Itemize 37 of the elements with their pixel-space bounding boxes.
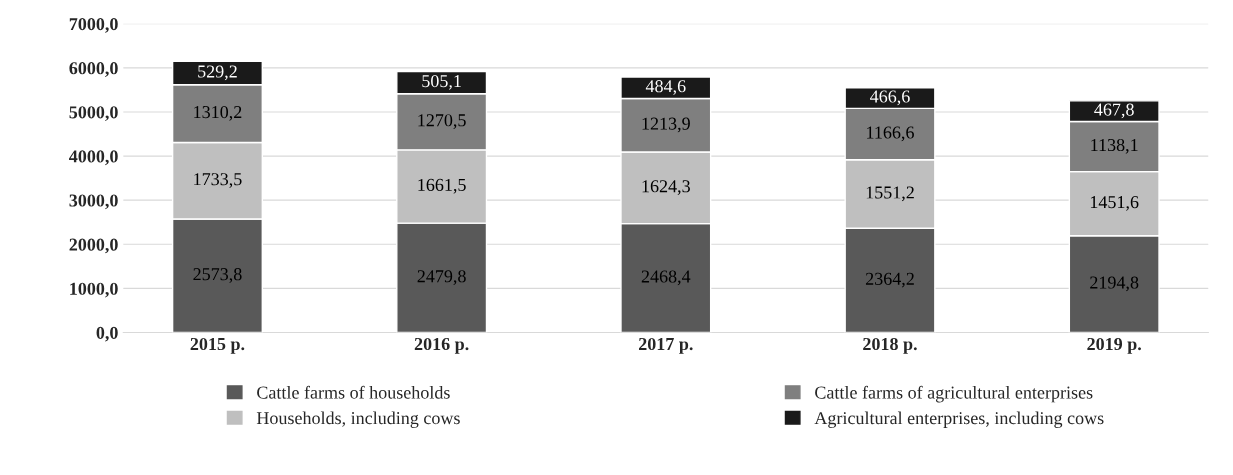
x-tick-label: 2017 p. (638, 337, 693, 354)
data-label: 2364,2 (865, 272, 914, 288)
data-label: 1733,5 (194, 173, 242, 188)
y-tick-label: 3000,0 (69, 194, 118, 210)
y-tick-label: 1000,0 (70, 282, 118, 298)
data-label: 2479,8 (417, 270, 466, 285)
legend-label: Cattle farms of agricultural enterprises (815, 385, 1093, 403)
y-tick-label: 5000,0 (69, 106, 118, 122)
data-label: 466,6 (870, 90, 910, 106)
data-label: 2468,4 (641, 270, 691, 286)
data-label: 484,6 (645, 80, 686, 95)
data-label: 467,8 (1094, 103, 1134, 119)
data-label: 1138,1 (1091, 138, 1138, 154)
data-label: 1310,2 (194, 105, 242, 121)
data-label: 1624,3 (642, 180, 690, 195)
y-tick-label: 2000,0 (69, 238, 118, 254)
y-tick-label: 4000,0 (69, 150, 118, 166)
data-label: 505,1 (422, 75, 461, 90)
legend-label: Households, including cows (256, 411, 460, 428)
x-tick-label: 2018 p. (863, 337, 917, 354)
data-label: 1661,5 (418, 178, 466, 194)
data-label: 1270,5 (418, 114, 466, 129)
x-tick-label: 2016 p. (414, 337, 469, 354)
data-label: 529,2 (198, 65, 237, 81)
data-label: 1166,6 (867, 126, 914, 142)
data-label: 1213,9 (642, 117, 690, 133)
y-tick-label: 0,0 (96, 326, 118, 342)
y-tick-label: 6000,0 (69, 62, 118, 77)
legend-label: Agricultural enterprises, including cows (814, 411, 1104, 428)
legend-label: Cattle farms of households (257, 385, 450, 399)
x-tick-label: 2015 p. (190, 337, 245, 354)
data-label: 2573,8 (193, 268, 242, 283)
data-label: 2194,8 (1090, 276, 1139, 292)
data-label: 1551,2 (866, 186, 914, 202)
y-tick-label: 7000,0 (69, 18, 118, 33)
x-tick-label: 2019 p. (1087, 337, 1141, 354)
data-label: 1451,6 (1090, 196, 1139, 211)
